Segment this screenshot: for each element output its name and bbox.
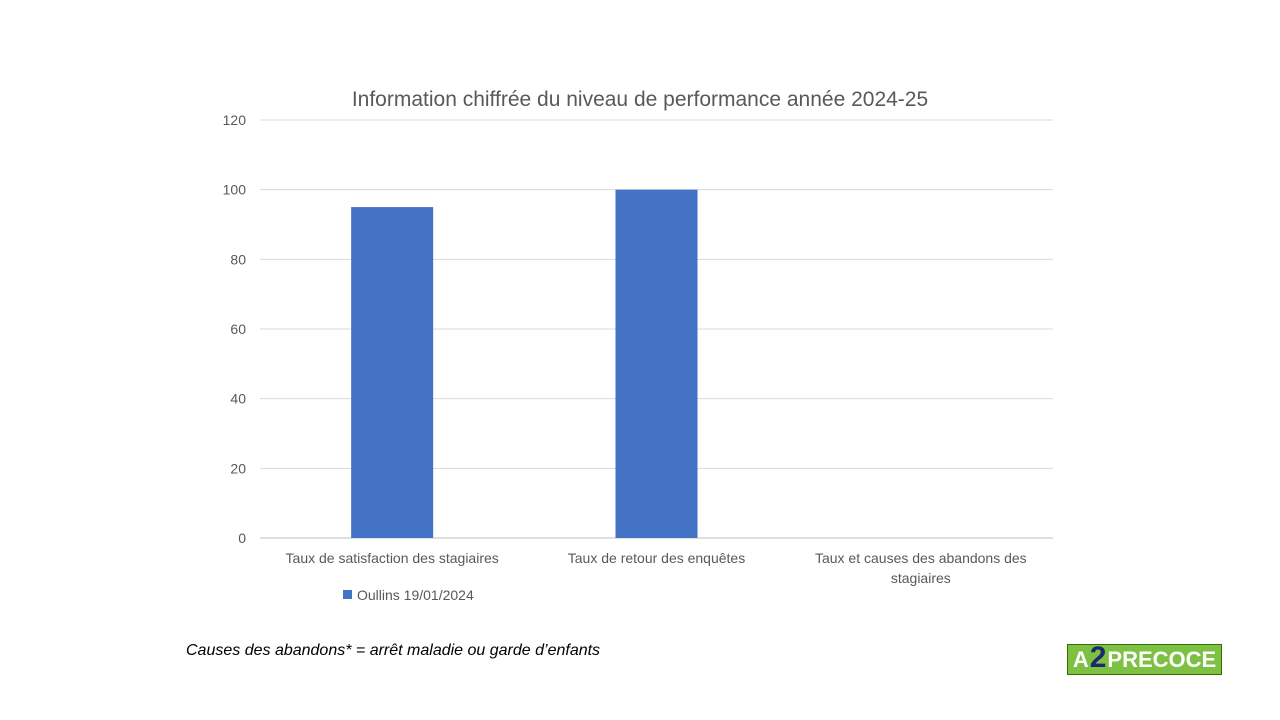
footnote: Causes des abandons* = arrêt maladie ou …	[186, 642, 601, 659]
legend-swatch	[343, 590, 352, 599]
x-tick-label: Taux et causes des abandons des	[815, 550, 1027, 566]
logo-letter-a: A	[1072, 646, 1089, 672]
y-tick-label: 40	[230, 391, 246, 407]
logo: A 2 PRECOCE	[1067, 640, 1222, 675]
legend-label: Oullins 19/01/2024	[357, 587, 474, 603]
x-tick-label: Taux de retour des enquêtes	[568, 550, 745, 566]
y-tick-label: 0	[238, 530, 246, 546]
x-tick-label: stagiaires	[891, 570, 951, 586]
logo-wordmark: PRECOCE	[1107, 646, 1217, 672]
y-tick-label: 60	[230, 321, 246, 337]
bar	[351, 207, 434, 539]
chart-title: Information chiffrée du niveau de perfor…	[351, 88, 929, 111]
x-tick-label: Taux de satisfaction des stagiaires	[286, 550, 499, 566]
logo-number-two: 2	[1089, 640, 1107, 674]
bar	[615, 189, 698, 538]
y-tick-label: 20	[230, 460, 246, 476]
y-tick-label: 100	[223, 182, 247, 198]
y-tick-label: 120	[223, 112, 247, 128]
y-tick-label: 80	[230, 251, 246, 267]
